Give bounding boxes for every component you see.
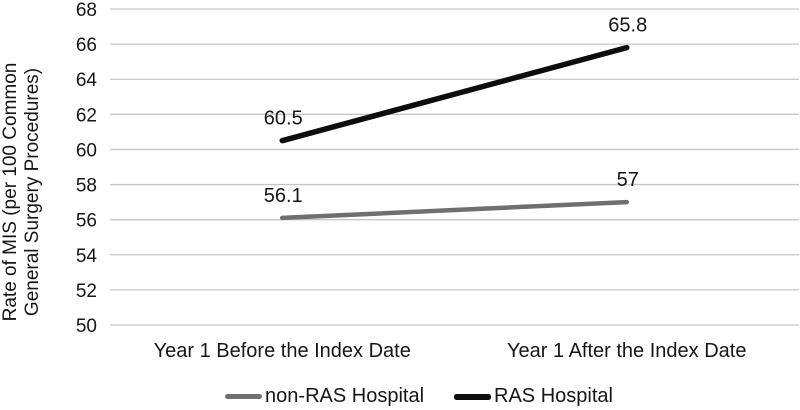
y-tick-label: 62 (76, 105, 97, 126)
data-label-non-ras-hospital: 57 (617, 169, 639, 191)
data-label-ras-hospital: 60.5 (264, 108, 303, 130)
y-tick-label: 52 (76, 281, 97, 302)
y-axis-title-line: Rate of MIS (per 100 Common (0, 63, 21, 322)
y-axis-title-line: General Surgery Procedures) (22, 68, 43, 316)
y-tick-label: 60 (76, 140, 97, 161)
legend-item-non-ras-hospital: non-RAS Hospital (225, 385, 424, 408)
legend-item-ras-hospital: RAS Hospital (454, 385, 613, 408)
x-category-label: Year 1 Before the Index Date (154, 340, 411, 362)
chart-legend: non-RAS Hospital RAS Hospital (0, 385, 800, 408)
legend-swatch-ras-hospital (454, 393, 492, 400)
y-tick-label: 54 (76, 246, 98, 267)
series-line-non-ras-hospital (280, 199, 629, 221)
y-tick-label: 50 (76, 316, 97, 337)
data-label-non-ras-hospital: 56.1 (264, 185, 303, 207)
y-tick-label: 68 (76, 0, 97, 21)
y-tick-label: 58 (76, 176, 97, 197)
y-tick-label: 64 (76, 70, 98, 91)
legend-label-non-ras-hospital: non-RAS Hospital (265, 385, 425, 407)
legend-label-ras-hospital: RAS Hospital (494, 385, 613, 407)
y-tick-label: 66 (76, 35, 97, 56)
y-tick-label: 56 (76, 211, 97, 232)
data-label-ras-hospital: 65.8 (608, 15, 647, 37)
legend-swatch-non-ras-hospital (225, 394, 263, 399)
x-category-label: Year 1 After the Index Date (507, 340, 746, 362)
series-line-ras-hospital (279, 44, 630, 144)
